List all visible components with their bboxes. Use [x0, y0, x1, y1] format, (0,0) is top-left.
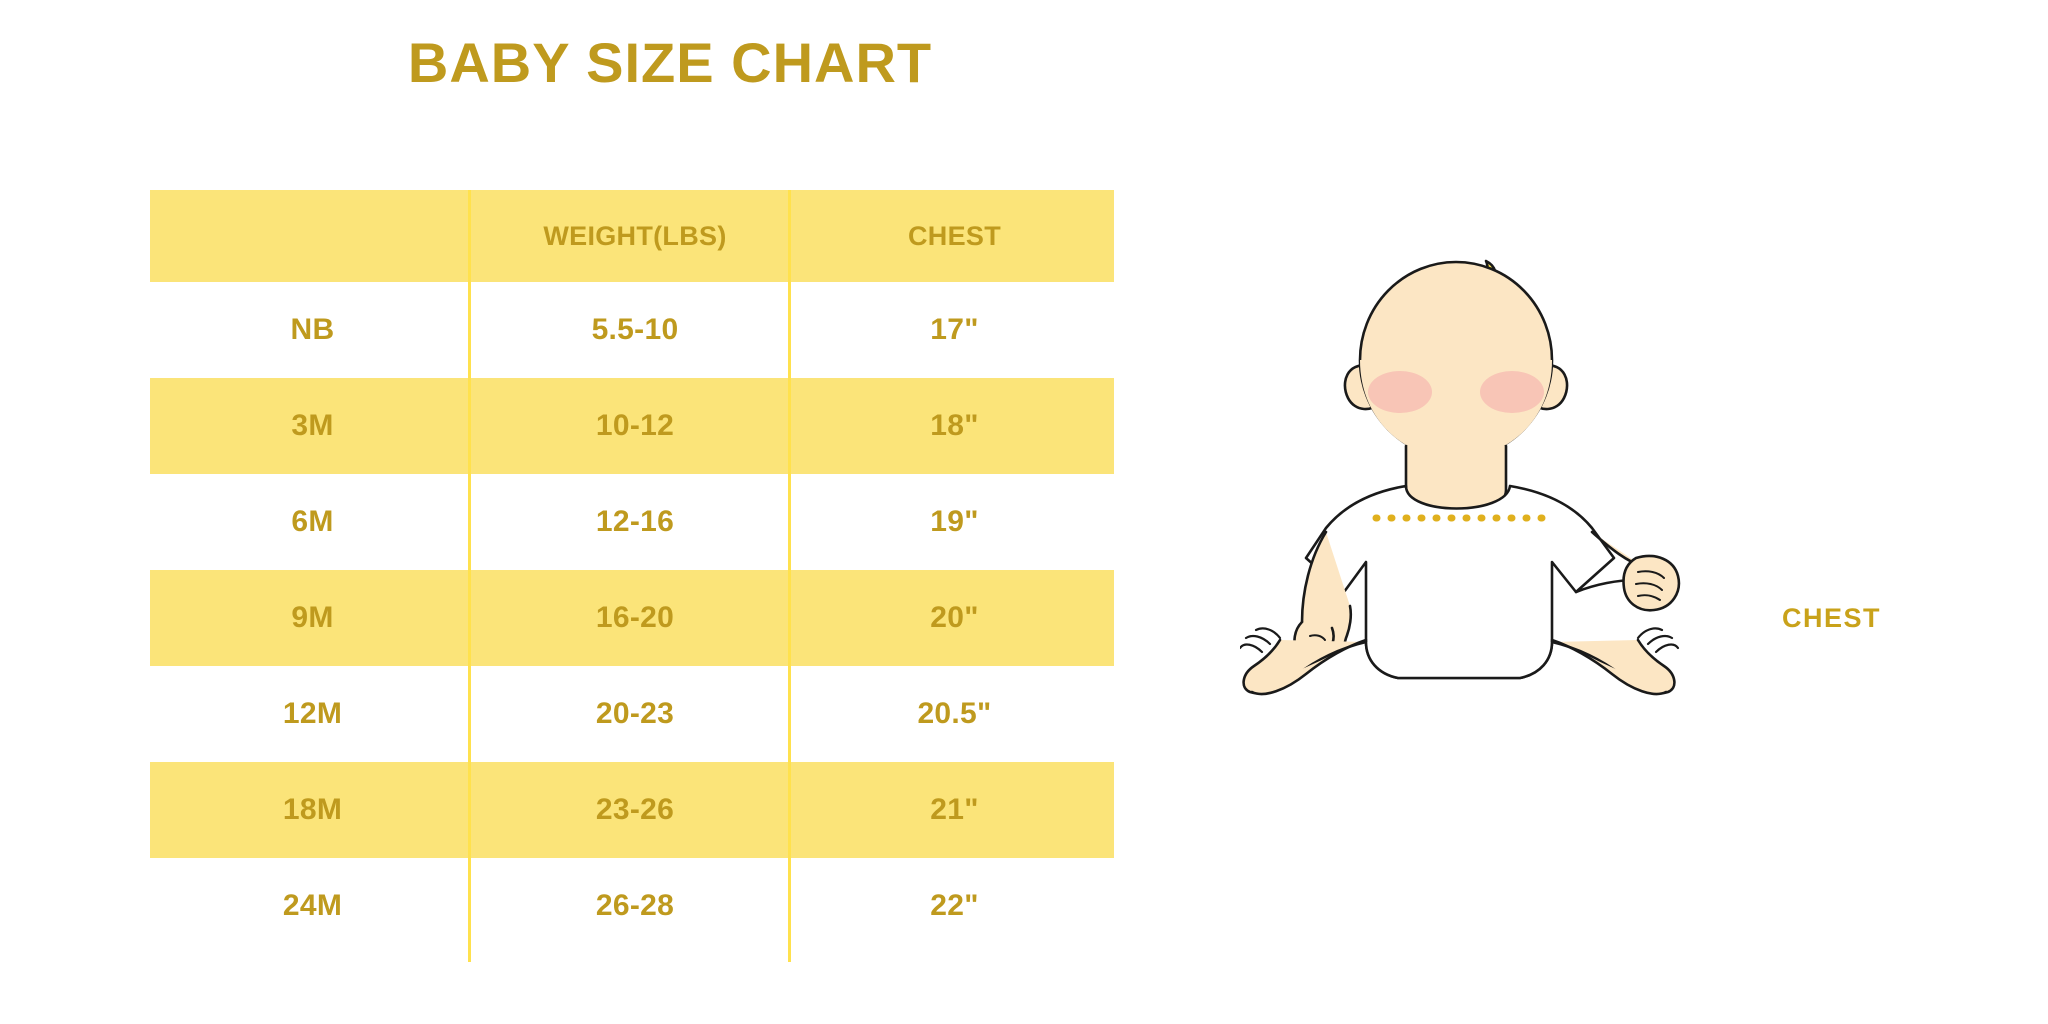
onesie-hem: [1364, 640, 1554, 680]
cell-weight: 26-28: [595, 889, 675, 922]
chest-measurement-label: CHEST: [1782, 603, 1882, 633]
cell-weight: 20-23: [595, 697, 675, 730]
cell-size: 24M: [282, 889, 343, 922]
cell-size: 3M: [291, 409, 334, 442]
column-header-weight: WEIGHT(LBS): [543, 220, 727, 251]
table-row: 24M 26-28 22": [150, 858, 1114, 954]
right-leg: [1550, 638, 1676, 695]
table-row: 12M 20-23 20.5": [150, 666, 1114, 762]
column-divider-1: [468, 190, 471, 962]
cell-chest: 19": [930, 505, 979, 538]
table-body: NB 5.5-10 17" 3M 10-12 18" 6M 12-16 19" 9M 16-20 20…: [150, 282, 1114, 954]
cell-size: 9M: [291, 601, 334, 634]
cell-chest: 17": [930, 313, 979, 346]
right-blush: [1480, 371, 1544, 413]
column-header-size: [150, 190, 475, 282]
column-header-chest: CHEST: [907, 220, 1001, 251]
cell-size: 12M: [282, 697, 343, 730]
table-row: 3M 10-12 18": [150, 378, 1114, 474]
cell-weight: 10-12: [595, 409, 675, 442]
cell-chest: 22": [930, 889, 979, 922]
table-row: 18M 23-26 21": [150, 762, 1114, 858]
left-blush: [1368, 371, 1432, 413]
column-divider-2: [788, 190, 791, 962]
cell-chest: 20": [930, 601, 979, 634]
page-title: BABY SIZE CHART: [407, 31, 933, 94]
left-leg: [1242, 638, 1368, 695]
cell-chest: 18": [930, 409, 979, 442]
cell-weight: 5.5-10: [591, 313, 679, 346]
cell-weight: 12-16: [595, 505, 675, 538]
cell-size: 18M: [282, 793, 343, 826]
size-chart-table: WEIGHT(LBS) CHEST NB 5.5-10 17" 3M 10-12 18" 6…: [150, 190, 1114, 954]
table-row: 9M 16-20 20": [150, 570, 1114, 666]
cell-size: NB: [290, 313, 335, 346]
table-header-row: WEIGHT(LBS) CHEST: [150, 190, 1114, 282]
cell-size: 6M: [291, 505, 334, 538]
cell-weight: 23-26: [595, 793, 675, 826]
baby-illustration: [1240, 259, 1681, 696]
table-row: NB 5.5-10 17": [150, 282, 1114, 378]
cell-chest: 21": [930, 793, 979, 826]
table-header: WEIGHT(LBS) CHEST: [150, 190, 1114, 282]
cell-weight: 16-20: [595, 601, 675, 634]
cell-chest: 20.5": [917, 697, 992, 730]
table-row: 6M 12-16 19": [150, 474, 1114, 570]
